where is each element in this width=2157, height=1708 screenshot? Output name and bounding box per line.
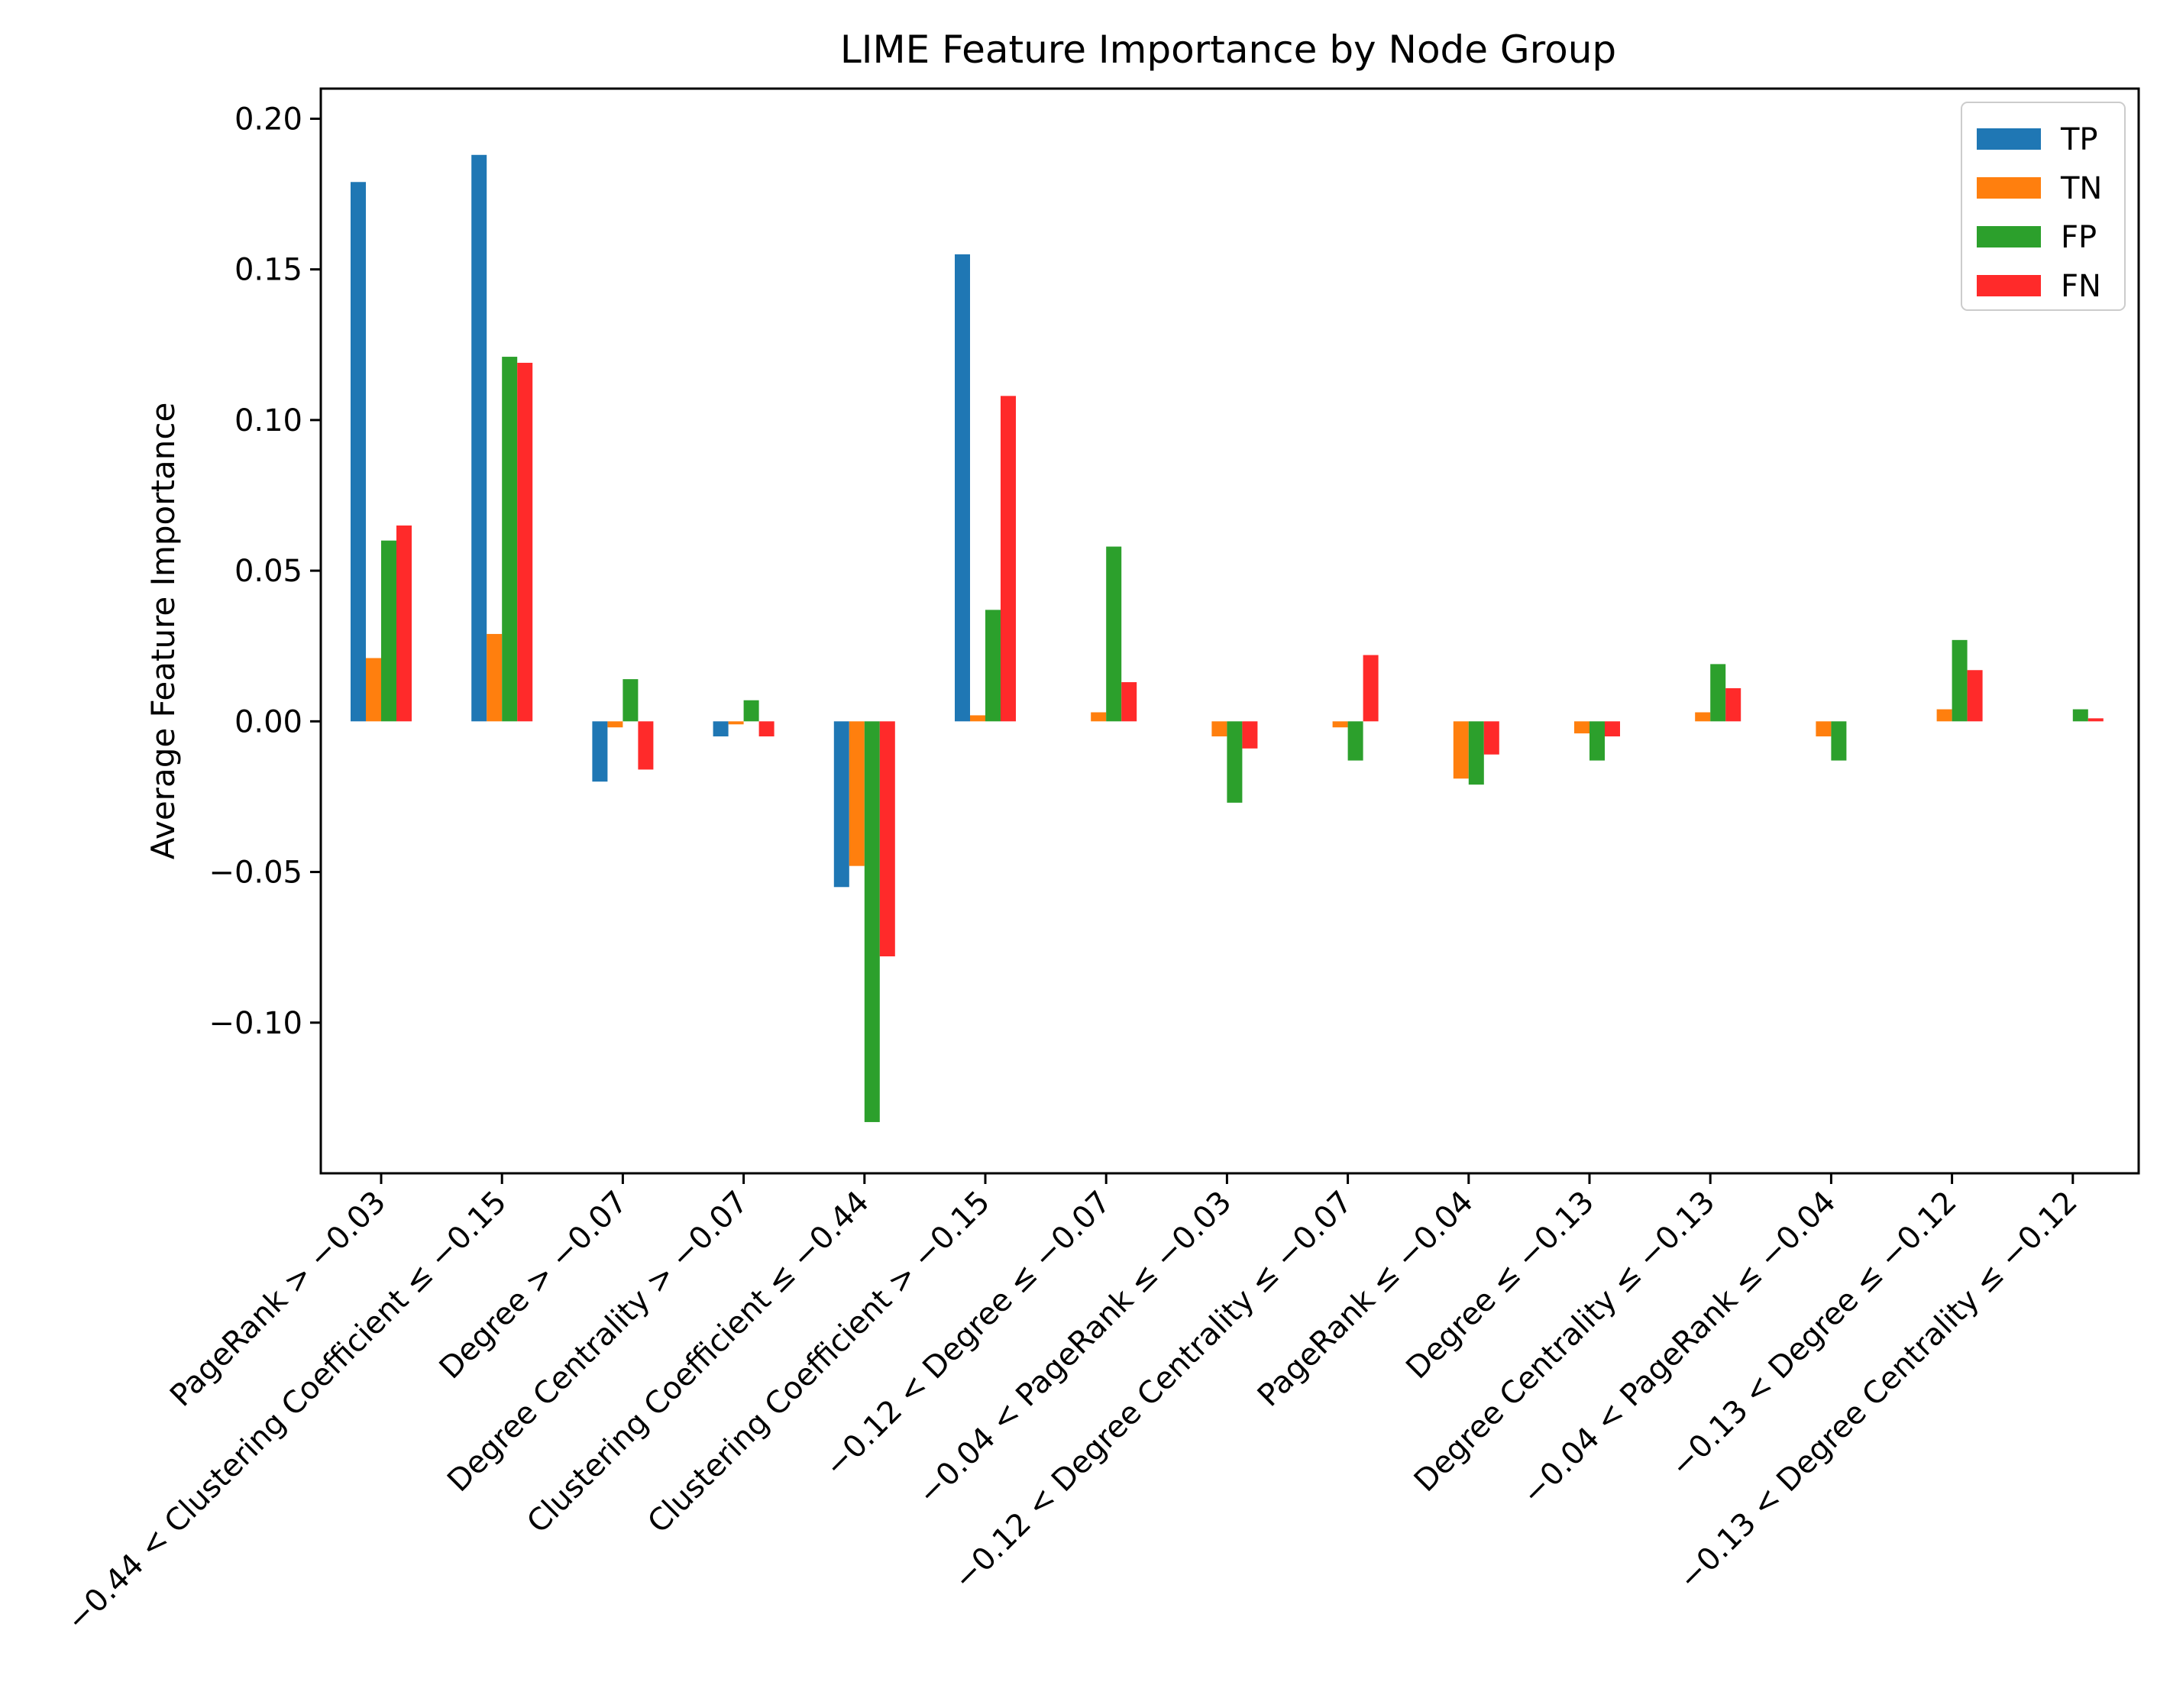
- bar-fn-1: [517, 362, 533, 722]
- bars-layer: [351, 154, 2104, 1122]
- bar-tn-3: [728, 721, 744, 725]
- bar-fp-2: [623, 679, 639, 722]
- bar-fn-0: [396, 525, 412, 722]
- bar-fn-5: [1001, 396, 1016, 722]
- bar-fn-6: [1121, 682, 1137, 722]
- legend-box: [1961, 102, 2126, 311]
- x-tick-label: −0.44 < Clustering Coefficient ≤ −0.15: [60, 1185, 513, 1638]
- bar-fp-9: [1468, 721, 1484, 785]
- bar-tn-9: [1453, 721, 1469, 779]
- bar-fp-12: [1831, 721, 1847, 761]
- legend-label-fp: FP: [2061, 220, 2097, 255]
- y-axis-label: Average Feature Importance: [144, 403, 182, 860]
- bar-tn-10: [1574, 721, 1589, 734]
- bar-fn-10: [1605, 721, 1620, 737]
- bar-tp-1: [471, 154, 487, 722]
- bar-fp-6: [1106, 546, 1122, 722]
- legend-swatch-fn: [1977, 275, 2041, 296]
- legend-label-fn: FN: [2061, 269, 2101, 304]
- bar-fp-4: [864, 721, 880, 1122]
- bar-fn-13: [1967, 670, 1983, 722]
- legend-label-tp: TP: [2060, 122, 2098, 157]
- bar-fp-1: [502, 357, 518, 722]
- bar-tn-7: [1211, 721, 1227, 737]
- bar-tn-2: [607, 721, 623, 728]
- bar-fp-13: [1952, 639, 1968, 722]
- bar-fp-0: [381, 540, 396, 722]
- bar-tn-0: [366, 658, 381, 722]
- bar-fp-8: [1347, 721, 1363, 761]
- bar-tn-1: [487, 633, 503, 722]
- bar-fp-10: [1589, 721, 1605, 761]
- chart-title: LIME Feature Importance by Node Group: [840, 27, 1616, 72]
- bar-fn-3: [758, 721, 775, 737]
- bar-fp-11: [1710, 664, 1726, 722]
- bar-tp-4: [833, 721, 849, 888]
- bar-tn-4: [849, 721, 865, 866]
- bar-fp-3: [743, 700, 759, 722]
- y-tick-label: −0.05: [209, 856, 302, 891]
- plot-frame: [319, 87, 2140, 1175]
- y-tick-label: 0.15: [234, 253, 302, 288]
- bar-fp-5: [985, 610, 1001, 722]
- x-tick-label: PageRank > −0.03: [163, 1185, 393, 1414]
- bar-fn-11: [1725, 687, 1741, 722]
- y-axis: 0.20 0.15 0.10 0.05 0.00 −0.05 −0.10: [209, 102, 321, 1041]
- bar-fn-4: [879, 721, 895, 956]
- bar-tn-12: [1816, 721, 1832, 737]
- y-tick-label: 0.20: [234, 102, 302, 137]
- x-axis: PageRank > −0.03−0.44 < Clustering Coeff…: [60, 1173, 2084, 1638]
- bar-fn-14: [2087, 718, 2104, 722]
- y-tick-label: 0.05: [234, 554, 302, 589]
- y-tick-label: 0.00: [234, 704, 302, 739]
- bar-fp-7: [1227, 721, 1243, 803]
- legend-label-tn: TN: [2060, 171, 2102, 206]
- bar-tn-6: [1091, 712, 1107, 722]
- bar-tn-11: [1695, 712, 1711, 722]
- legend-swatch-tn: [1977, 177, 2041, 199]
- bar-tn-5: [970, 715, 985, 722]
- bar-fn-8: [1363, 655, 1379, 722]
- y-tick-label: −0.10: [209, 1006, 302, 1041]
- bar-tp-0: [351, 182, 366, 722]
- legend: TP TN FP FN: [1961, 102, 2126, 311]
- bar-tp-3: [713, 721, 729, 737]
- bar-tp-5: [955, 254, 970, 722]
- legend-swatch-tp: [1977, 128, 2041, 150]
- x-tick-label: PageRank ≤ −0.04: [1251, 1185, 1480, 1414]
- bar-fp-14: [2072, 709, 2088, 722]
- legend-swatch-fp: [1977, 226, 2041, 247]
- bar-fn-9: [1483, 721, 1499, 755]
- bar-tn-13: [1936, 709, 1952, 722]
- bar-tn-8: [1332, 721, 1348, 728]
- y-tick-label: 0.10: [234, 403, 302, 438]
- bar-tp-2: [592, 721, 608, 782]
- bar-fn-2: [638, 721, 654, 770]
- bar-fn-7: [1242, 721, 1258, 749]
